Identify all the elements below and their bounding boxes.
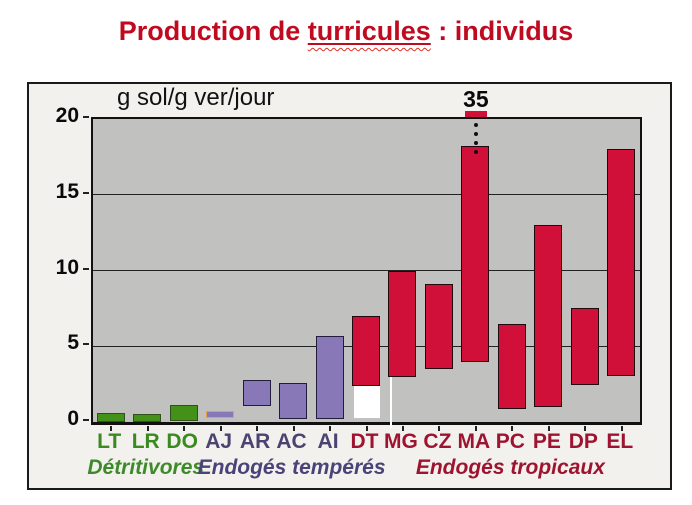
x-label-DT: DT [350,430,379,453]
chart-title-underlined-word: turricules [308,16,431,46]
y-tick-mark-10 [83,267,89,270]
bar-MG [388,270,417,378]
x-label-DO: DO [166,430,198,453]
y-tick-label-5: 5 [67,331,79,355]
x-tick-AJ [219,426,222,431]
x-label-PC: PC [495,430,525,453]
gridline-10 [93,270,640,271]
chart-title: Production de turricules : individus [0,16,692,47]
bar-PE [534,225,563,408]
x-label-AR: AR [239,430,271,453]
x-tick-AR [256,426,259,431]
group-label-2: Endogés tropicaux [415,456,605,479]
plot-area: 35 [91,86,642,431]
bar-LR [133,413,162,423]
x-tick-MA [474,426,477,431]
bar-PC [497,323,526,409]
y-tick-mark-5 [83,343,89,346]
x-tick-PC [511,426,514,431]
continuation-dot-1 [473,132,478,136]
x-tick-EL [620,426,623,431]
bar-DP [570,308,599,385]
chart-title-prefix: Production de [118,16,308,46]
x-label-MA: MA [457,430,491,453]
y-tick-mark-15 [83,191,89,194]
clip-value-label: 35 [463,86,489,112]
x-label-AJ: AJ [205,430,233,453]
x-tick-MG [401,426,404,431]
bar-AJ [206,410,235,418]
x-label-LT: LT [97,430,122,453]
x-tick-DT [365,426,368,431]
bar-AR [242,380,271,406]
y-tick-mark-0 [83,419,89,421]
bar-AC [279,383,308,420]
bar-base-DT [353,384,380,418]
x-label-LR: LR [131,430,160,453]
bar-MA [461,146,490,362]
bar-LT [96,412,125,423]
x-tick-CZ [438,426,441,431]
unit-label: g sol/g ver/jour [117,84,275,111]
y-tick-mark-20 [83,116,89,118]
group-label-1: Endogés tempérés [197,456,386,479]
gridline-15 [93,194,640,196]
x-tick-AC [292,426,295,431]
x-label-MG: MG [384,430,418,453]
y-tick-label-20: 20 [55,104,79,127]
x-tick-LT [110,426,113,431]
group-label-0: Détritivores [87,456,205,479]
x-label-AC: AC [276,430,307,453]
x-tick-PE [547,426,550,431]
spellcheck-wavy-underline: turricules [307,16,431,46]
clipped-bar-overflow [464,111,487,117]
chart-title-suffix: : individus [430,16,574,46]
y-tick-label-0: 0 [67,407,79,430]
bar-AI [315,336,344,420]
bar-CZ [424,284,453,370]
x-label-EL: EL [606,430,634,453]
x-tick-LR [146,426,149,431]
x-label-DP: DP [568,430,598,453]
continuation-dot-2 [473,141,478,145]
continuation-dot-0 [473,123,478,127]
x-tick-DO [183,426,186,431]
x-tick-AI [329,426,332,431]
x-tick-DP [584,426,587,431]
x-label-CZ: CZ [423,430,452,453]
chart-frame: g sol/g ver/jour 35 0 5 10 15 20 LT LR DO AJ AR AC… [27,82,672,490]
bar-DO [169,405,198,421]
bar-EL [607,149,636,376]
y-tick-label-15: 15 [55,179,79,203]
y-tick-label-10: 10 [55,255,79,279]
continuation-dot-3 [473,150,478,154]
x-label-PE: PE [532,430,561,453]
x-label-AI: AI [317,430,339,453]
bar-DT [352,315,380,387]
